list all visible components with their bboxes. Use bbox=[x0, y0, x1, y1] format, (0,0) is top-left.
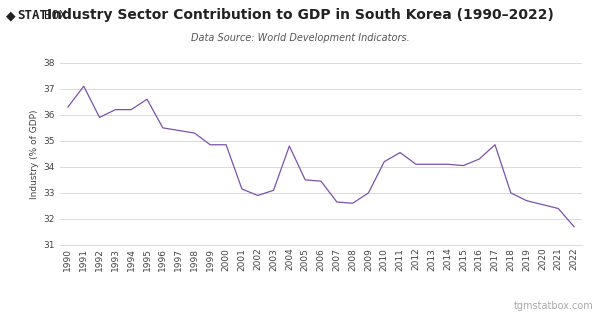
Y-axis label: Industry (% of GDP): Industry (% of GDP) bbox=[31, 109, 40, 199]
Text: ◆: ◆ bbox=[6, 9, 16, 22]
Text: Data Source: World Development Indicators.: Data Source: World Development Indicator… bbox=[191, 33, 409, 43]
Text: STAT: STAT bbox=[17, 9, 47, 22]
Text: tgmstatbox.com: tgmstatbox.com bbox=[514, 301, 594, 311]
Text: Industry Sector Contribution to GDP in South Korea (1990–2022): Industry Sector Contribution to GDP in S… bbox=[47, 8, 553, 22]
Text: BOX: BOX bbox=[44, 9, 66, 22]
